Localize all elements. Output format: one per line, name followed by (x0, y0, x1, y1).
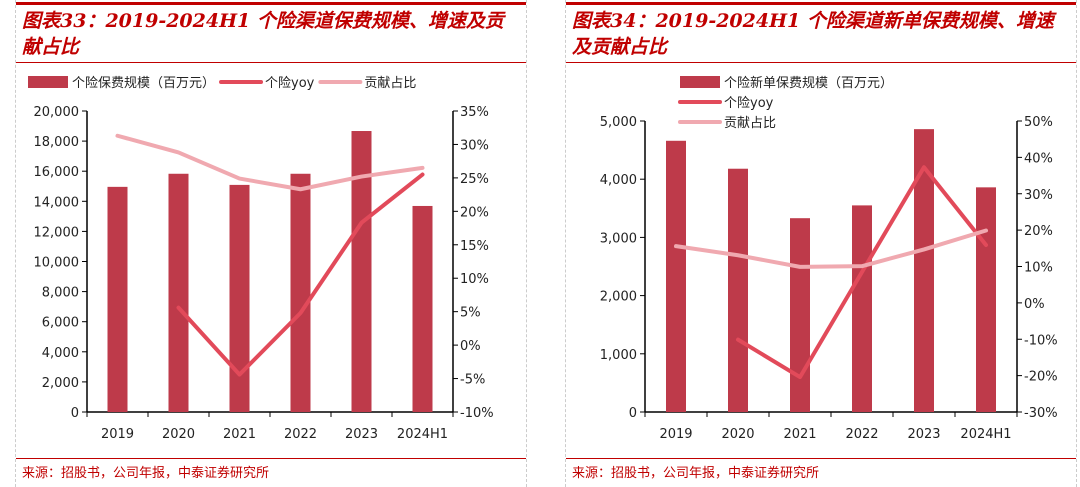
legend-swatch-bar (28, 76, 68, 88)
legend-swatch-bar (680, 76, 720, 88)
right-tick-label: 20% (1024, 224, 1053, 239)
bar (412, 205, 433, 412)
x-tick-label: 2024H1 (397, 427, 448, 442)
left-tick-label: 10,000 (34, 256, 80, 271)
right-tick-label: -20% (1024, 370, 1058, 385)
chart-panel-34: 图表34：2019-2024H1 个险渠道新单保费规模、增速及贡献占比 来源：招… (565, 0, 1077, 487)
left-tick-label: 0 (71, 406, 79, 421)
x-tick-label: 2020 (721, 427, 754, 442)
left-tick-label: 3,000 (600, 231, 637, 246)
left-tick-label: 5,000 (600, 115, 637, 130)
bar (351, 131, 372, 413)
right-tick-label: 20% (460, 205, 489, 220)
legend-label: 个险新单保费规模（百万元） (724, 75, 893, 91)
x-tick-label: 2022 (845, 427, 878, 442)
bar (914, 129, 934, 412)
right-tick-label: 30% (1024, 188, 1053, 203)
left-tick-label: 2,000 (600, 290, 637, 305)
legend-label: 个险yoy (265, 76, 315, 91)
divider (16, 62, 526, 63)
divider (566, 458, 1076, 459)
x-tick-label: 2023 (907, 427, 940, 442)
bar (852, 205, 872, 412)
right-tick-label: 5% (460, 306, 481, 321)
x-tick-label: 2023 (345, 427, 378, 442)
legend-label: 个险yoy (724, 96, 774, 111)
x-tick-label: 2021 (783, 427, 816, 442)
chart-source: 来源：招股书，公司年报，中泰证券研究所 (22, 466, 270, 481)
right-tick-label: 10% (460, 272, 489, 287)
legend-label: 个险保费规模（百万元） (72, 76, 215, 91)
title-bar (16, 2, 526, 5)
bar (666, 140, 686, 412)
left-tick-label: 0 (629, 406, 637, 421)
line-series-2 (115, 133, 425, 192)
left-tick-label: 20,000 (34, 105, 80, 120)
right-tick-label: 10% (1024, 261, 1053, 276)
bar (229, 184, 250, 412)
right-tick-label: 25% (460, 172, 489, 187)
x-tick-label: 2020 (162, 427, 195, 442)
left-tick-label: 18,000 (34, 135, 80, 150)
right-tick-label: 40% (1024, 151, 1053, 166)
bar (168, 173, 189, 412)
left-tick-label: 12,000 (34, 225, 80, 240)
x-tick-label: 2021 (223, 427, 256, 442)
left-tick-label: 6,000 (42, 316, 79, 331)
chart-source: 来源：招股书，公司年报，中泰证券研究所 (572, 466, 820, 481)
legend-label: 贡献占比 (364, 76, 416, 91)
bar (107, 186, 128, 412)
left-tick-label: 2,000 (42, 376, 79, 391)
divider (16, 458, 526, 459)
left-tick-label: 14,000 (34, 195, 80, 210)
left-tick-label: 8,000 (42, 286, 79, 301)
left-tick-label: 1,000 (600, 348, 637, 363)
chart-panel-33: 图表33：2019-2024H1 个险渠道保费规模、增速及贡献占比 来源：招股书… (15, 0, 527, 487)
x-tick-label: 2022 (284, 427, 317, 442)
left-tick-label: 4,000 (42, 346, 79, 361)
bar (290, 173, 311, 412)
right-tick-label: -5% (460, 373, 485, 388)
title-bar (566, 2, 1076, 5)
x-tick-label: 2024H1 (960, 427, 1011, 442)
legend-label: 贡献占比 (724, 116, 776, 131)
line-series-2 (674, 228, 988, 269)
right-tick-label: -30% (1024, 406, 1058, 421)
chart-title: 图表34：2019-2024H1 个险渠道新单保费规模、增速及贡献占比 (572, 10, 1054, 58)
right-tick-label: 35% (460, 105, 489, 120)
right-tick-label: -10% (460, 406, 494, 421)
right-tick-label: 0% (1024, 297, 1045, 312)
right-tick-label: 0% (460, 339, 481, 354)
right-tick-label: -10% (1024, 333, 1058, 348)
x-tick-label: 2019 (101, 427, 134, 442)
right-tick-label: 30% (460, 138, 489, 153)
bar (728, 168, 748, 412)
bar (790, 218, 810, 412)
bar (976, 187, 996, 412)
chart-title: 图表33：2019-2024H1 个险渠道保费规模、增速及贡献占比 (22, 10, 504, 58)
left-tick-label: 4,000 (600, 173, 637, 188)
left-tick-label: 16,000 (34, 165, 80, 180)
right-tick-label: 50% (1024, 115, 1053, 130)
divider (566, 62, 1076, 63)
x-tick-label: 2019 (659, 427, 692, 442)
right-tick-label: 15% (460, 239, 489, 254)
